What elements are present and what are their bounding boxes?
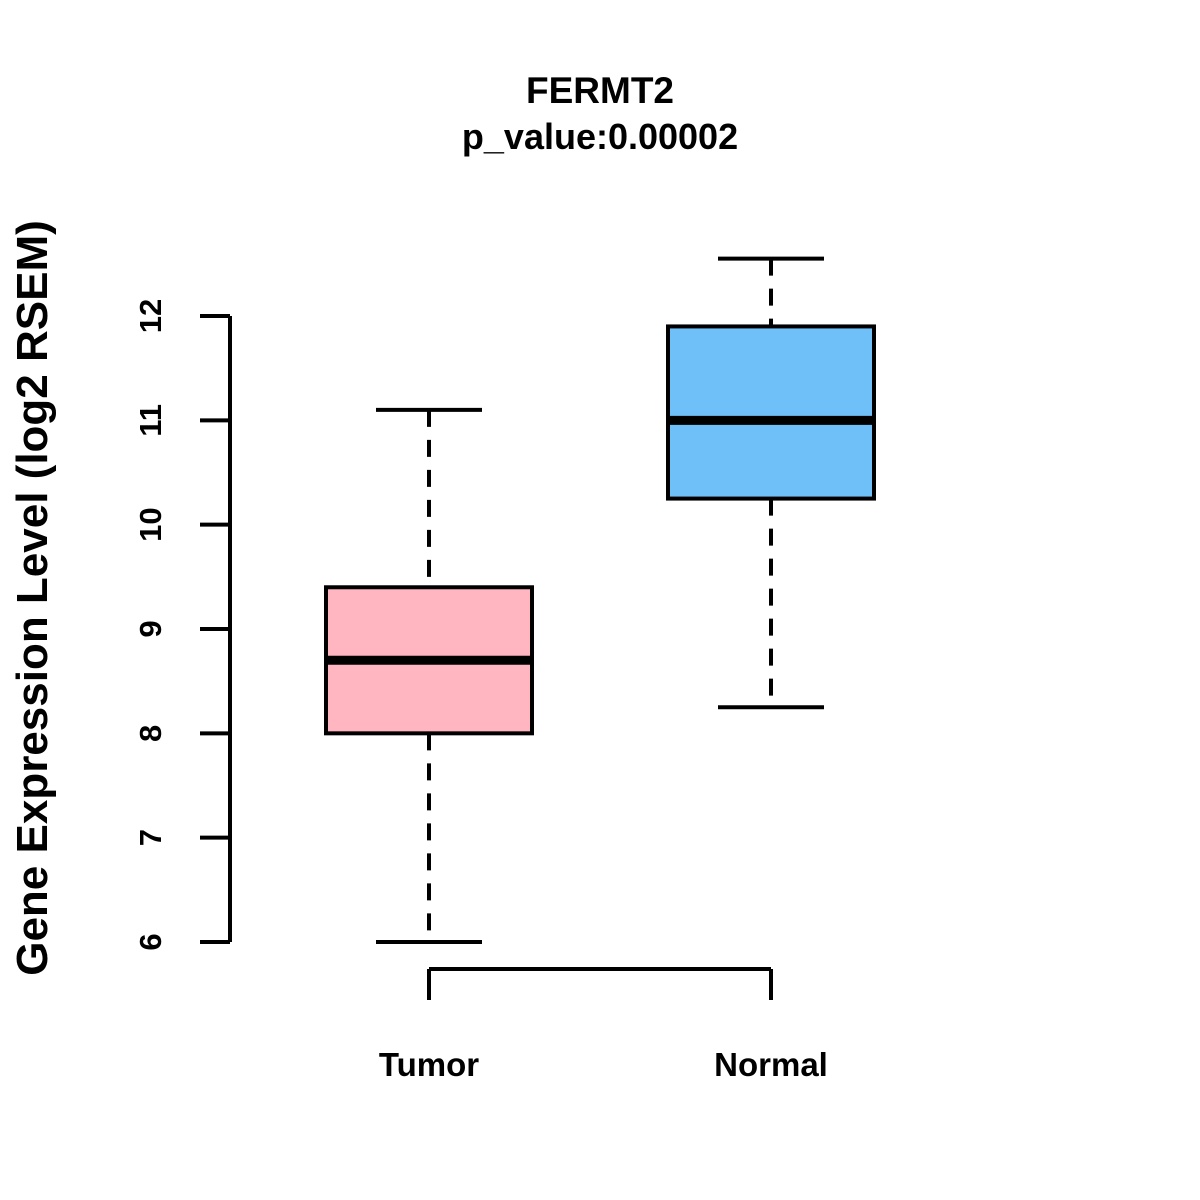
x-category-label-normal: Normal — [714, 1046, 828, 1083]
normal-box — [666, 324, 876, 501]
y-tick-label: 11 — [133, 404, 168, 437]
chart-title: FERMT2 — [526, 70, 674, 111]
y-tick-label: 8 — [133, 725, 168, 742]
y-tick-label: 9 — [133, 620, 168, 637]
pvalue-subtitle: p_value:0.00002 — [461, 116, 739, 157]
y-tick-label: 7 — [133, 829, 168, 846]
y-tick-label: 6 — [133, 933, 168, 950]
x-category-label-tumor: Tumor — [379, 1046, 479, 1083]
y-tick-label: 10 — [133, 507, 168, 541]
y-tick-label: 12 — [133, 299, 168, 333]
